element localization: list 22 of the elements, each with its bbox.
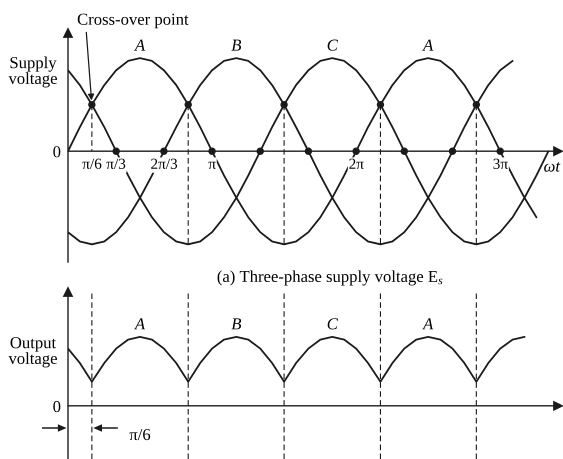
annotation: A (422, 318, 434, 330)
annotation: 0 (53, 146, 60, 158)
y-axis-title: Output voltage (8, 337, 57, 368)
annotation: Cross-over point (78, 14, 189, 28)
text: 0 (53, 400, 60, 412)
text: (a) Three-phase supply voltage E$_{s}$ (218, 270, 442, 286)
annotation: A (422, 40, 434, 51)
x-tick-label: π (208, 162, 216, 169)
annotation: A (134, 318, 146, 330)
x-tick-label: π/3 (106, 158, 126, 169)
x-tick-label: 2π/3 (151, 158, 178, 169)
x-axis-title: ωt (544, 162, 560, 172)
y-axis-title: Supply voltage (8, 56, 57, 88)
annotation: B (231, 318, 242, 330)
annotation: B (231, 40, 242, 51)
annotation: A (134, 40, 146, 51)
annotation: C (328, 318, 338, 330)
text: π/6 (130, 428, 150, 440)
annotation: C (328, 40, 338, 51)
x-tick-label: 3π (493, 158, 508, 169)
x-tick-label: π/6 (82, 158, 102, 169)
x-tick-label: 2π (349, 158, 364, 169)
